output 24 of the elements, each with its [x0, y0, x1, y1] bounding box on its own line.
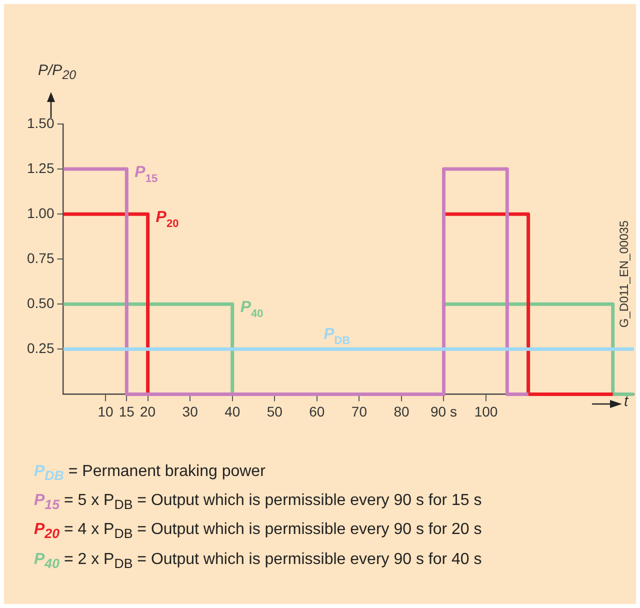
y-tick-label: 1.50	[27, 114, 54, 131]
x-tick-label: 20	[140, 403, 156, 420]
text: P$_{20}$ = 4 x P$_{DB}$ = Output which is permissible every 90 s for 20 s	[34, 521, 482, 542]
x-tick-label: 70	[351, 403, 368, 420]
x-tick-label: 90 s	[430, 403, 457, 420]
y-tick-label: 0.25	[27, 340, 54, 356]
x-tick-label: 60	[309, 403, 325, 420]
annotation: G_D011_EN_00035	[617, 220, 631, 328]
y-tick-label: 1.25	[27, 160, 54, 176]
x-tick-label: 15	[118, 403, 135, 420]
y-tick-label: 0.75	[27, 250, 54, 266]
x-tick-label: 80	[394, 403, 410, 420]
text: P$_{40}$ = 2 x P$_{DB}$ = Output which is permissible every 90 s for 40 s	[34, 550, 482, 571]
x-axis-title: t	[624, 393, 628, 410]
x-tick-label: 100	[474, 403, 498, 420]
text: P$_{15}$ = 5 x P$_{DB}$ = Output which is permissible every 90 s for 15 s	[34, 492, 482, 512]
y-axis-title: P/P$_{20}$	[38, 62, 76, 82]
y-tick-label: 1.00	[27, 204, 54, 221]
x-tick-label: 40	[224, 403, 240, 420]
text: P$_{DB}$ = Permanent braking power	[34, 463, 266, 484]
x-tick-label: 50	[266, 403, 283, 420]
x-tick-label: 30	[182, 403, 198, 420]
x-tick-label: 10	[98, 403, 114, 420]
y-tick-label: 0.50	[27, 294, 54, 311]
